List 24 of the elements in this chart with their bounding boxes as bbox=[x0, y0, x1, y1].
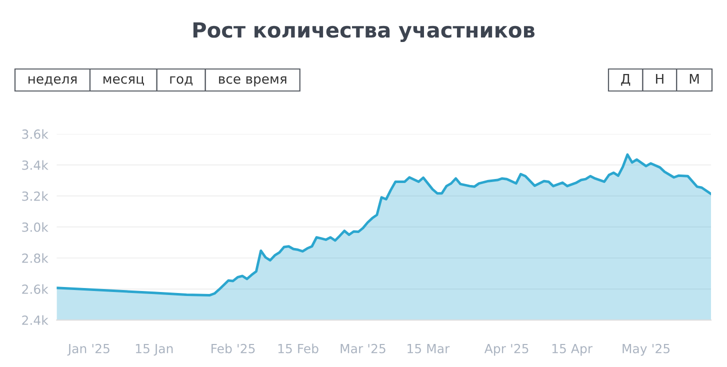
text: неделя bbox=[28, 76, 77, 86]
x-tick-label: Feb '25 bbox=[212, 344, 255, 354]
chart-title: Рост количества участников bbox=[193, 22, 535, 42]
x-tick-label: 15 Jan bbox=[136, 344, 173, 356]
y-tick-label: 3.4k bbox=[22, 160, 48, 170]
text: месяц bbox=[104, 76, 144, 86]
text: М bbox=[690, 74, 699, 84]
text: все время bbox=[219, 76, 286, 86]
y-tick-label: 2.4k bbox=[22, 315, 48, 325]
x-tick-label: 15 Feb bbox=[278, 344, 318, 354]
text: Д bbox=[621, 74, 630, 86]
y-tick-label: 3.0k bbox=[22, 222, 48, 232]
y-tick-label: 2.6k bbox=[22, 284, 48, 294]
text: год bbox=[170, 76, 192, 86]
x-tick-label: Jan '25 bbox=[67, 344, 110, 356]
x-tick-label: May '25 bbox=[622, 344, 670, 356]
x-tick-label: Apr '25 bbox=[484, 344, 528, 356]
y-tick-label: 2.8k bbox=[22, 253, 48, 263]
x-tick-label: 15 Mar bbox=[408, 344, 450, 354]
x-tick-label: 15 Apr bbox=[552, 344, 593, 356]
text: Н bbox=[656, 74, 664, 84]
y-tick-label: 3.6k bbox=[22, 129, 48, 139]
x-tick-label: Mar '25 bbox=[340, 344, 386, 354]
y-tick-label: 3.2k bbox=[22, 191, 48, 201]
